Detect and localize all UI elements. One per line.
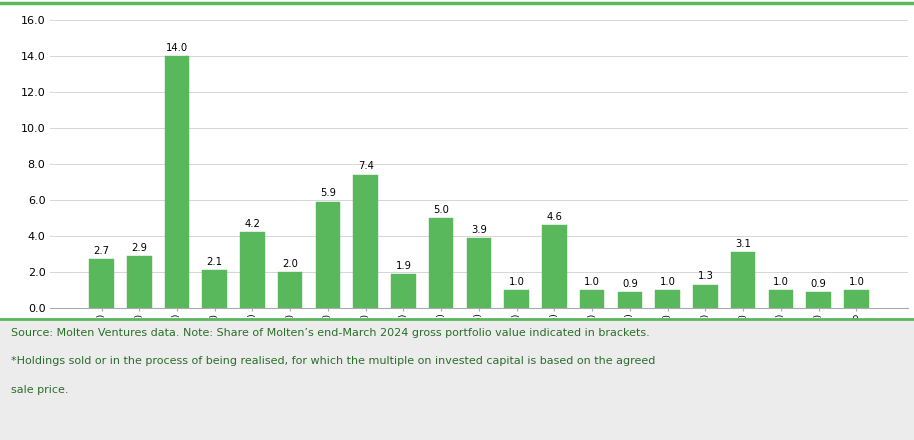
Text: 4.6: 4.6 [547,212,562,222]
Text: 14.0: 14.0 [166,43,188,53]
Text: 5.9: 5.9 [320,188,336,198]
Text: *Holdings sold or in the process of being realised, for which the multiple on in: *Holdings sold or in the process of bein… [11,356,655,367]
Text: Source: Molten Ventures data. Note: Share of Molten’s end-March 2024 gross portf: Source: Molten Ventures data. Note: Shar… [11,328,650,338]
Bar [769,290,793,308]
Bar [845,290,868,308]
Bar [655,290,680,308]
Bar [429,218,453,308]
Bar [278,272,303,308]
Bar [165,56,189,308]
Text: 0.9: 0.9 [811,279,826,289]
Text: sale price.: sale price. [11,385,69,395]
Text: 3.9: 3.9 [471,224,487,235]
Text: 0.9: 0.9 [622,279,638,289]
Text: 7.4: 7.4 [357,161,374,172]
Bar [90,259,113,308]
Bar [731,252,755,308]
Text: 1.3: 1.3 [697,271,713,281]
Bar [203,270,227,308]
Text: 2.1: 2.1 [207,257,223,267]
Bar [315,202,340,308]
Text: 2.0: 2.0 [282,259,298,269]
Text: 2.7: 2.7 [93,246,110,256]
Bar [579,290,604,308]
Text: 5.0: 5.0 [433,205,449,215]
Bar [391,274,416,308]
Bar [693,285,717,308]
Text: 3.1: 3.1 [735,239,751,249]
Text: 1.0: 1.0 [773,277,789,287]
Text: 2.9: 2.9 [132,242,147,253]
Bar [542,225,567,308]
Bar [240,232,265,308]
Bar [618,292,643,308]
Bar [127,256,152,308]
Text: 1.0: 1.0 [848,277,865,287]
Text: 1.0: 1.0 [509,277,525,287]
Text: 4.2: 4.2 [245,219,260,229]
Bar [806,292,831,308]
Text: 1.9: 1.9 [396,260,411,271]
Text: 1.0: 1.0 [584,277,600,287]
Text: 1.0: 1.0 [660,277,675,287]
Bar [354,175,378,308]
Bar [505,290,529,308]
Bar [467,238,491,308]
